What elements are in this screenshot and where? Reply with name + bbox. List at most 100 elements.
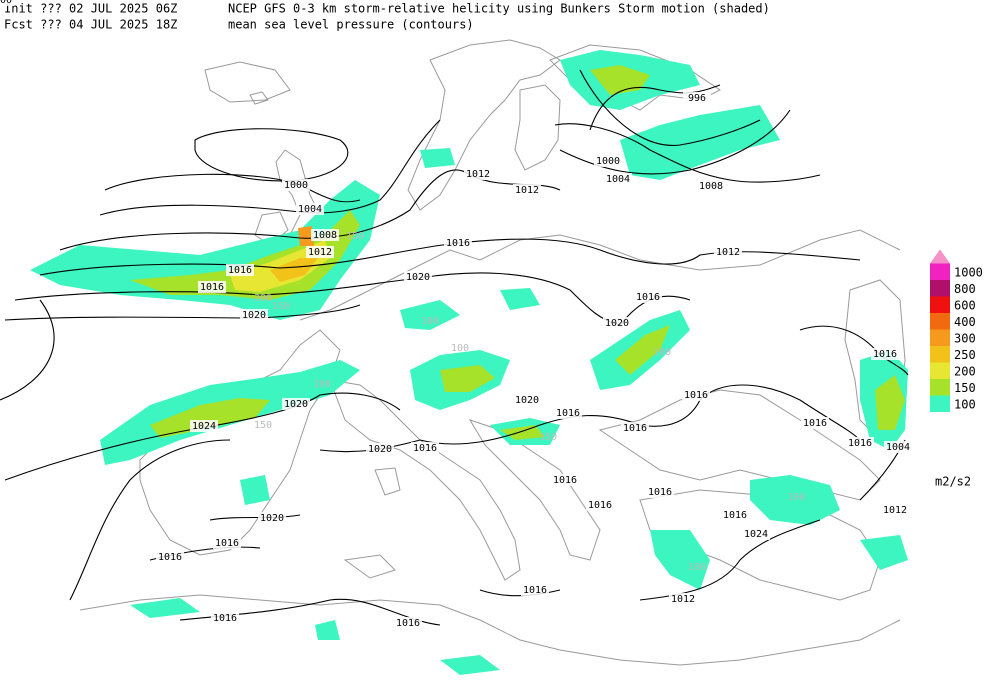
isobar-label-bg bbox=[634, 291, 662, 303]
isobar-label: 1016 bbox=[723, 510, 747, 521]
isobar-label-bg bbox=[714, 246, 742, 258]
isobar-label-bg bbox=[801, 417, 829, 429]
isobar-labels: 996 1000 1000 1004 1004 1008 1008 1012 1012 1012 1… bbox=[0, 0, 912, 629]
isobar-label-bg bbox=[646, 486, 674, 498]
legend: m2/s2 100 150 200 250 300 400 600 800 1000 bbox=[930, 249, 983, 489]
forecast-time: Fcst ??? 04 JUL 2025 18Z bbox=[4, 18, 177, 32]
legend-label: 300 bbox=[954, 331, 976, 345]
isobar-label: 1016 bbox=[396, 618, 420, 629]
isobar-label: 1016 bbox=[523, 585, 547, 596]
legend-swatch bbox=[930, 362, 950, 379]
isobar-label: 1016 bbox=[553, 475, 577, 486]
isobar-label-bg bbox=[211, 612, 239, 624]
isobar-label: 1016 bbox=[556, 408, 580, 419]
isobar-label-bg bbox=[603, 317, 631, 329]
isobar-label-bg bbox=[411, 442, 439, 454]
helicity-label: 100 bbox=[313, 379, 331, 390]
isobar-label: 1016 bbox=[803, 418, 827, 429]
legend-swatch bbox=[930, 263, 950, 280]
isobar-label: 1004 bbox=[606, 174, 630, 185]
legend-label: 250 bbox=[954, 348, 976, 362]
isobar-label: 1016 bbox=[636, 292, 660, 303]
isobar-label-bg bbox=[198, 281, 226, 293]
helicity-label: 100 bbox=[421, 316, 439, 327]
helicity-label: 150 bbox=[272, 301, 290, 312]
isobar-label-bg bbox=[871, 348, 899, 360]
legend-unit: m2/s2 bbox=[935, 475, 971, 489]
isobar-label-bg bbox=[884, 441, 912, 453]
isobar-label: 1020 bbox=[260, 513, 284, 524]
isobar-label: 1020 bbox=[515, 395, 539, 406]
isobar-label: 1004 bbox=[886, 442, 910, 453]
legend-label: 100 bbox=[954, 397, 976, 411]
isobar-label: 1016 bbox=[158, 552, 182, 563]
legend-swatch bbox=[930, 395, 950, 412]
isobar-label: 996 bbox=[688, 93, 706, 104]
legend-swatch bbox=[930, 280, 950, 297]
isobar-label-bg bbox=[682, 389, 710, 401]
legend-label: 800 bbox=[954, 282, 976, 296]
isobar-label: 1020 bbox=[242, 310, 266, 321]
isobar-label: 1000 bbox=[0, 0, 12, 6]
isobar-label: 1004 bbox=[298, 204, 322, 215]
isobar-label: 1020 bbox=[605, 318, 629, 329]
isobar-label: 1008 bbox=[313, 230, 337, 241]
isobar-label-bg bbox=[190, 420, 218, 432]
isobar-label-bg bbox=[282, 179, 310, 191]
isobar-label-bg bbox=[311, 229, 339, 241]
isobar-label: 1000 bbox=[596, 156, 620, 167]
isobar-label-bg bbox=[521, 584, 549, 596]
helicity-label: 150 bbox=[346, 231, 364, 242]
isobar-label-bg bbox=[306, 246, 334, 258]
isobar-label-bg bbox=[594, 155, 622, 167]
legend-swatch bbox=[930, 379, 950, 396]
isobar-label: 1020 bbox=[368, 444, 392, 455]
isobar-label-bg bbox=[881, 504, 909, 516]
isobar-label: 1024 bbox=[192, 421, 216, 432]
isobar-label: 1012 bbox=[466, 169, 490, 180]
legend-label: 150 bbox=[954, 381, 976, 395]
isobar-label: 1012 bbox=[716, 247, 740, 258]
isobar-label: 1012 bbox=[671, 594, 695, 605]
isobar-label-bg bbox=[554, 407, 582, 419]
isobar-label: 1012 bbox=[308, 247, 332, 258]
isobar-label: 1020 bbox=[284, 399, 308, 410]
isobar-label-bg bbox=[683, 92, 711, 104]
legend-label: 600 bbox=[954, 298, 976, 312]
helicity-label: 100 bbox=[653, 347, 671, 358]
title: NCEP GFS 0-3 km storm-relative helicity … bbox=[228, 2, 770, 16]
isobar-label-bg bbox=[846, 437, 874, 449]
isobar-label: 1016 bbox=[623, 423, 647, 434]
isobar-label-bg bbox=[156, 551, 184, 563]
isobar-label-bg bbox=[404, 271, 432, 283]
isobar-label-bg bbox=[586, 499, 614, 511]
isobar-label-bg bbox=[604, 173, 632, 185]
legend-label: 1000 bbox=[954, 265, 983, 279]
isobar-label-bg bbox=[296, 203, 324, 215]
helicity-label: 100 bbox=[688, 562, 706, 573]
helicity-shading bbox=[30, 50, 908, 675]
isobar-label-bg bbox=[366, 443, 394, 455]
header: Init ??? 02 JUL 2025 06Z NCEP GFS 0-3 km… bbox=[4, 2, 770, 32]
helicity-label: 200 bbox=[254, 293, 272, 304]
isobar-label: 1016 bbox=[588, 500, 612, 511]
isobar-label: 1008 bbox=[699, 181, 723, 192]
isobar-label-bg bbox=[513, 394, 541, 406]
helicity-label: 150 bbox=[254, 420, 272, 431]
isobar-label-bg bbox=[697, 180, 725, 192]
helicity-label: 150 bbox=[539, 432, 557, 443]
isobar-label: 1012 bbox=[883, 505, 907, 516]
isobar-label: 1012 bbox=[515, 185, 539, 196]
legend-swatch bbox=[930, 346, 950, 363]
legend-swatch bbox=[930, 329, 950, 346]
isobar-label: 1016 bbox=[200, 282, 224, 293]
isobar-label-bg bbox=[226, 264, 254, 276]
helicity-label: 100 bbox=[451, 343, 469, 354]
isobar-label-bg bbox=[513, 184, 541, 196]
legend-top-arrow bbox=[930, 249, 950, 264]
isobar-label: 1016 bbox=[684, 390, 708, 401]
isobar-label-bg bbox=[240, 309, 268, 321]
isobar-label-bg bbox=[0, 0, 14, 6]
